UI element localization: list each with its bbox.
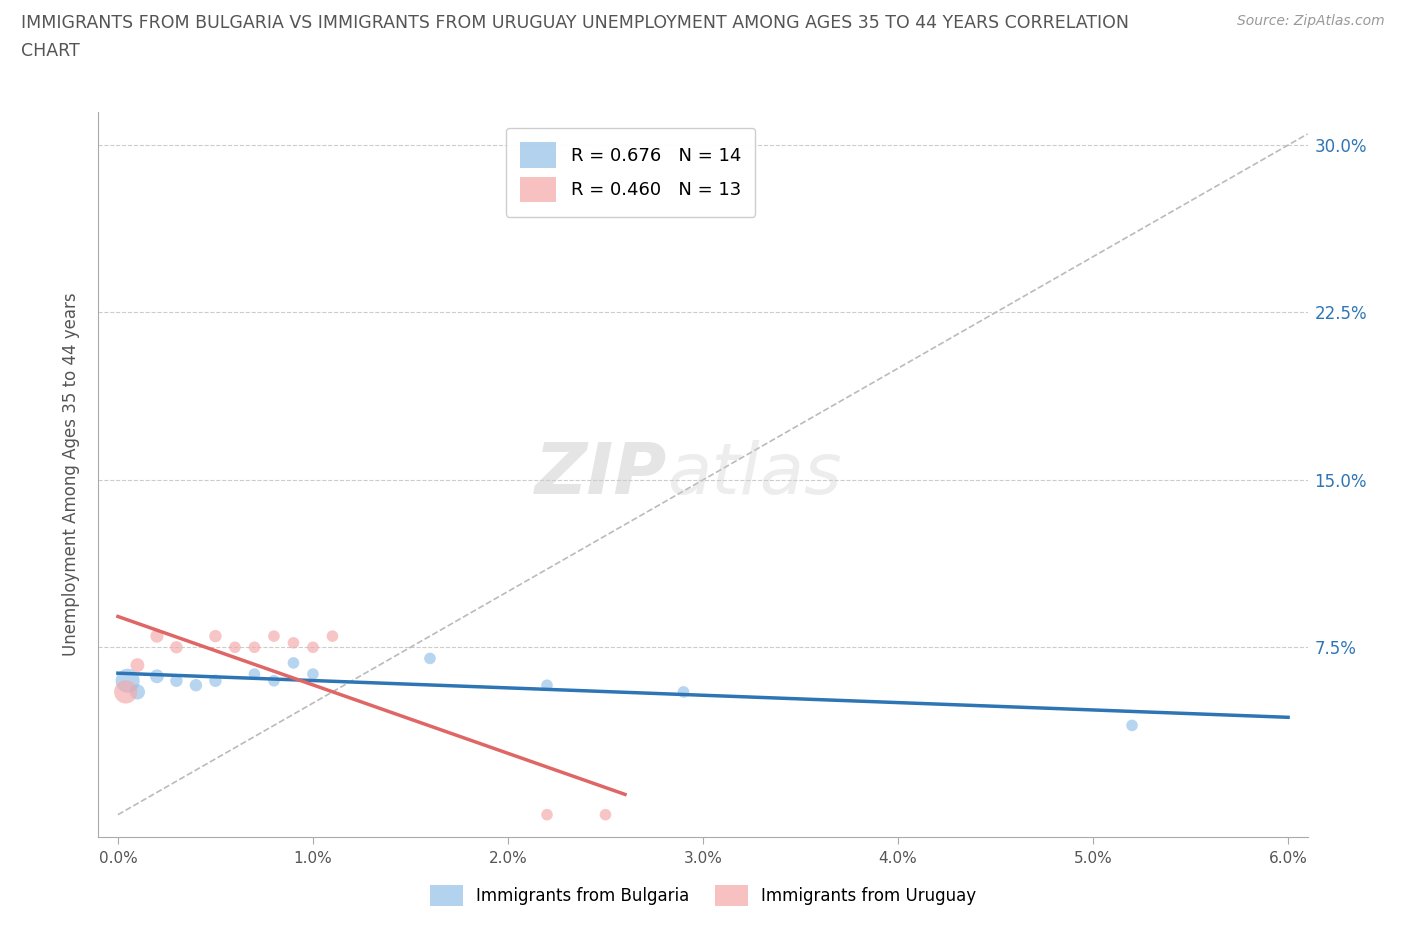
Legend: Immigrants from Bulgaria, Immigrants from Uruguay: Immigrants from Bulgaria, Immigrants fro… — [423, 879, 983, 912]
Point — [243, 667, 266, 682]
Y-axis label: Unemployment Among Ages 35 to 44 years: Unemployment Among Ages 35 to 44 years — [62, 293, 80, 656]
Point — [263, 629, 285, 644]
Point — [127, 658, 149, 672]
Text: IMMIGRANTS FROM BULGARIA VS IMMIGRANTS FROM URUGUAY UNEMPLOYMENT AMONG AGES 35 T: IMMIGRANTS FROM BULGARIA VS IMMIGRANTS F… — [21, 14, 1129, 32]
Text: Source: ZipAtlas.com: Source: ZipAtlas.com — [1237, 14, 1385, 28]
Text: atlas: atlas — [666, 440, 841, 509]
Point — [165, 640, 187, 655]
Point — [321, 629, 343, 644]
Point — [224, 640, 246, 655]
Point — [283, 656, 305, 671]
Point — [114, 684, 136, 699]
Point — [302, 640, 325, 655]
Point — [127, 684, 149, 699]
Point — [204, 673, 226, 688]
Point — [165, 673, 187, 688]
Point — [283, 635, 305, 650]
Text: CHART: CHART — [21, 42, 80, 60]
Point — [1121, 718, 1143, 733]
Point — [146, 669, 169, 684]
Legend: R = 0.676   N = 14, R = 0.460   N = 13: R = 0.676 N = 14, R = 0.460 N = 13 — [506, 128, 755, 217]
Point — [302, 667, 325, 682]
Point — [595, 807, 617, 822]
Point — [117, 673, 139, 688]
Point — [419, 651, 441, 666]
Text: ZIP: ZIP — [534, 440, 666, 509]
Point — [184, 678, 207, 693]
Point — [146, 629, 169, 644]
Point — [263, 673, 285, 688]
Point — [204, 629, 226, 644]
Point — [243, 640, 266, 655]
Point — [672, 684, 695, 699]
Point — [536, 807, 558, 822]
Point — [536, 678, 558, 693]
